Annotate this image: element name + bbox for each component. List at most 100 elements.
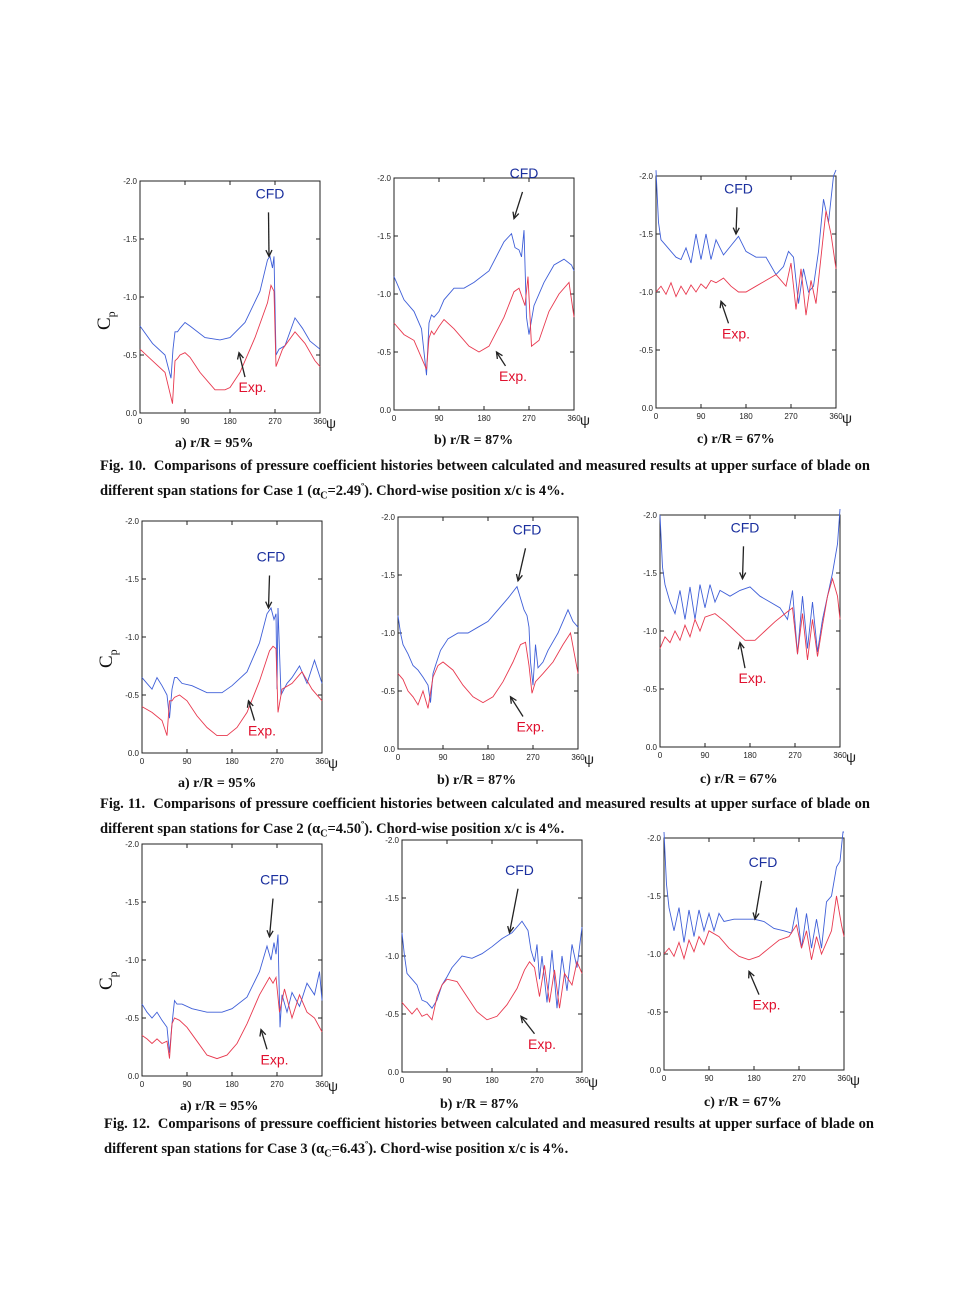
cfd-label: CFD [513, 521, 542, 537]
cfd-series-line [139, 255, 321, 379]
chart-fig10-a: -2.0 -1.5 -1.0 -0.5 0.00 90 180 270 360 ψ CFD Exp. [123, 177, 336, 431]
y-tick-label: -1.5 [647, 892, 661, 901]
x-tick-label: 180 [481, 753, 495, 762]
x-tick-label: 90 [439, 753, 448, 762]
x-tick-label: 270 [784, 412, 798, 421]
x-tick-label: 360 [833, 751, 847, 760]
sublabel-fig12-a: a) r/R = 95% [180, 1099, 259, 1114]
x-axis-label: ψ [326, 415, 336, 431]
y-tick-label: 0.0 [380, 406, 392, 415]
chart-fig11-c: -2.0 -1.5 -1.0 -0.5 0.00 90 180 270 360 ψ CFD Exp. [643, 508, 856, 765]
y-tick-label: -1.5 [643, 569, 657, 578]
y-tick-label: 0.0 [642, 404, 654, 413]
cfd-label: CFD [256, 185, 285, 201]
x-tick-label: 360 [315, 757, 329, 766]
exp-arrow [260, 1029, 268, 1050]
y-tick-label: -1.0 [381, 629, 395, 638]
y-tick-label: -2.0 [381, 513, 395, 522]
cfd-arrow-head [265, 601, 273, 610]
plot-frame [397, 516, 579, 750]
cfd-label: CFD [724, 180, 753, 196]
exp-label: Exp. [516, 719, 544, 735]
y-tick-label: 0.0 [384, 745, 396, 754]
sublabel-fig12-c: c) r/R = 67% [704, 1095, 782, 1110]
cfd-series-line [663, 831, 844, 949]
exp-arrow-head [259, 1028, 267, 1037]
y-tick-label: -1.0 [123, 293, 137, 302]
exp-arrow-head [520, 1015, 528, 1024]
x-tick-label: 270 [530, 1076, 544, 1085]
x-tick-label: 180 [485, 1076, 499, 1085]
y-tick-label: 0.0 [126, 409, 138, 418]
x-tick-label: 0 [396, 753, 401, 762]
caption-tail: ). Chord-wise position x/c is 4%. [364, 482, 565, 499]
y-tick-label: -1.0 [643, 627, 657, 636]
caption-prefix: Fig. 10. [100, 458, 146, 474]
y-tick-label: -2.0 [385, 836, 399, 845]
chart-fig12-c: -2.0 -1.5 -1.0 -0.5 0.00 90 180 270 360 ψ CFD Exp. [647, 831, 860, 1088]
alpha-value: =6.43 [331, 1140, 366, 1157]
cfd-label: CFD [749, 854, 778, 870]
cfd-series-line [141, 606, 323, 719]
x-axis-label: ψ [842, 410, 852, 426]
x-tick-label: 0 [138, 417, 143, 426]
y-tick-label: -2.0 [647, 834, 661, 843]
y-tick-label: -1.5 [385, 894, 399, 903]
y-tick-label: -2.0 [639, 172, 653, 181]
degree-symbol: º [361, 481, 365, 491]
cfd-series-line [655, 169, 837, 304]
cfd-arrow-head [515, 573, 523, 583]
figure-caption: Fig. 10. Comparisons of pressure coeffic… [100, 456, 870, 507]
exp-label: Exp. [528, 1036, 556, 1052]
cfd-label: CFD [510, 165, 539, 181]
y-tick-label: -1.0 [377, 290, 391, 299]
exp-label: Exp. [260, 1051, 288, 1067]
x-tick-label: 180 [743, 751, 757, 760]
exp-series-line [393, 276, 575, 370]
figure-caption: Fig. 11. Comparisons of pressure coeffic… [100, 794, 870, 845]
caption-text: Comparisons of pressure coefficient hist… [104, 1116, 874, 1157]
cfd-series-line [397, 585, 579, 703]
plot-frame [141, 843, 323, 1077]
x-tick-label: 90 [183, 757, 192, 766]
x-axis-label: ψ [580, 412, 590, 428]
chart-fig10-c: -2.0 -1.5 -1.0 -0.5 0.00 90 180 270 360 ψ CFD Exp. [639, 169, 852, 426]
y-tick-label: -0.5 [381, 687, 395, 696]
x-tick-label: 360 [575, 1076, 589, 1085]
x-tick-label: 270 [792, 1074, 806, 1083]
cfd-arrow [268, 898, 274, 937]
cfd-arrow [741, 546, 745, 579]
y-tick-label: -1.0 [385, 952, 399, 961]
y-tick-label: -0.5 [639, 346, 653, 355]
exp-arrow-head [246, 699, 254, 708]
alpha-symbol: α [316, 1140, 325, 1157]
y-tick-label: 0.0 [128, 749, 140, 758]
alpha-subscript: C [320, 828, 328, 840]
y-tick-label: 0.0 [128, 1072, 140, 1081]
y-tick-label: -0.5 [125, 691, 139, 700]
x-tick-label: 360 [315, 1080, 329, 1089]
y-tick-label: -2.0 [125, 840, 139, 849]
exp-series-line [655, 210, 837, 316]
x-tick-label: 270 [522, 414, 536, 423]
x-tick-label: 90 [183, 1080, 192, 1089]
caption-prefix: Fig. 12. [104, 1116, 150, 1132]
exp-arrow [509, 696, 524, 717]
plot-frame [141, 520, 323, 754]
x-tick-label: 360 [567, 414, 581, 423]
exp-arrow [520, 1015, 536, 1035]
sublabel-fig11-b: b) r/R = 87% [437, 773, 517, 788]
chart-fig11-a: -2.0 -1.5 -1.0 -0.5 0.00 90 180 270 360 ψ CFD Exp. [125, 517, 338, 771]
exp-series-line [663, 895, 845, 961]
x-tick-label: 0 [654, 412, 659, 421]
x-tick-label: 90 [705, 1074, 714, 1083]
cfd-label: CFD [257, 549, 286, 565]
exp-series-line [659, 577, 841, 661]
cfd-arrow [735, 207, 738, 235]
caption-text: Comparisons of pressure coefficient hist… [100, 458, 870, 499]
y-tick-label: -1.5 [123, 235, 137, 244]
cfd-arrow [754, 880, 763, 920]
exp-arrow-head [748, 970, 755, 979]
x-tick-label: 90 [697, 412, 706, 421]
caption-tail: ). Chord-wise position x/c is 4%. [364, 820, 565, 837]
